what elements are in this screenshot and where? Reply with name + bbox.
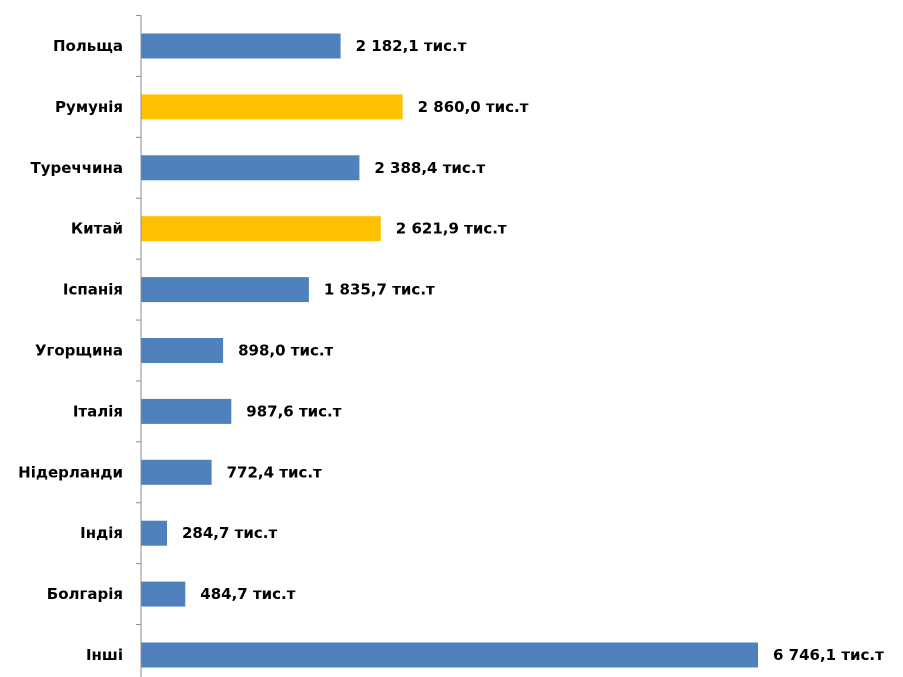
y-axis (136, 15, 142, 677)
bar-8 (141, 459, 212, 485)
bar-6 (141, 338, 224, 363)
category-label: Болгарія (47, 585, 123, 603)
bar-9 (141, 520, 167, 546)
category-label: Іспанія (63, 281, 123, 299)
category-label: Туреччина (30, 159, 123, 177)
category-label: Нідерланди (18, 463, 123, 481)
data-label: 2 182,1 тис.т (356, 37, 467, 55)
labels-layer: Польща 2 182,1 тис.т Румунія 2 860,0 тис.т Т… (18, 37, 884, 664)
data-label: 2 860,0 тис.т (418, 98, 529, 116)
data-label: 2 621,9 тис.т (396, 220, 507, 238)
data-label: 987,6 тис.т (246, 402, 341, 420)
data-label: 484,7 тис.т (200, 585, 295, 603)
bars-layer (141, 33, 758, 668)
category-label: Індія (80, 524, 123, 542)
data-label: 898,0 тис.т (238, 342, 333, 360)
data-label: 1 835,7 тис.т (324, 281, 435, 299)
data-label: 772,4 тис.т (227, 463, 322, 481)
category-label: Польща (53, 37, 123, 55)
bar-2 (141, 94, 403, 120)
data-label: 284,7 тис.т (182, 524, 277, 542)
category-label: Угорщина (35, 342, 123, 360)
bar-11 (141, 642, 758, 668)
category-label: Італія (73, 402, 123, 420)
bar-4 (141, 216, 381, 242)
category-label: Інші (86, 646, 123, 664)
category-label: Китай (71, 220, 123, 238)
bar-7 (141, 398, 232, 424)
data-label: 2 388,4 тис.т (374, 159, 485, 177)
bar-1 (141, 33, 341, 59)
bar-10 (141, 581, 186, 607)
bar-3 (141, 155, 360, 181)
category-label: Румунія (55, 98, 123, 116)
data-label: 6 746,1 тис.т (773, 646, 884, 664)
bar-5 (141, 277, 309, 303)
